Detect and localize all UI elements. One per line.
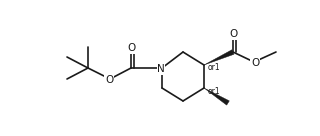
Text: O: O (128, 43, 136, 53)
Text: or1: or1 (208, 86, 220, 95)
Polygon shape (204, 50, 234, 65)
Text: O: O (251, 58, 259, 68)
Text: O: O (105, 75, 113, 85)
Text: N: N (157, 64, 165, 74)
Text: or1: or1 (208, 64, 220, 72)
Polygon shape (204, 88, 229, 105)
Text: O: O (230, 29, 238, 39)
